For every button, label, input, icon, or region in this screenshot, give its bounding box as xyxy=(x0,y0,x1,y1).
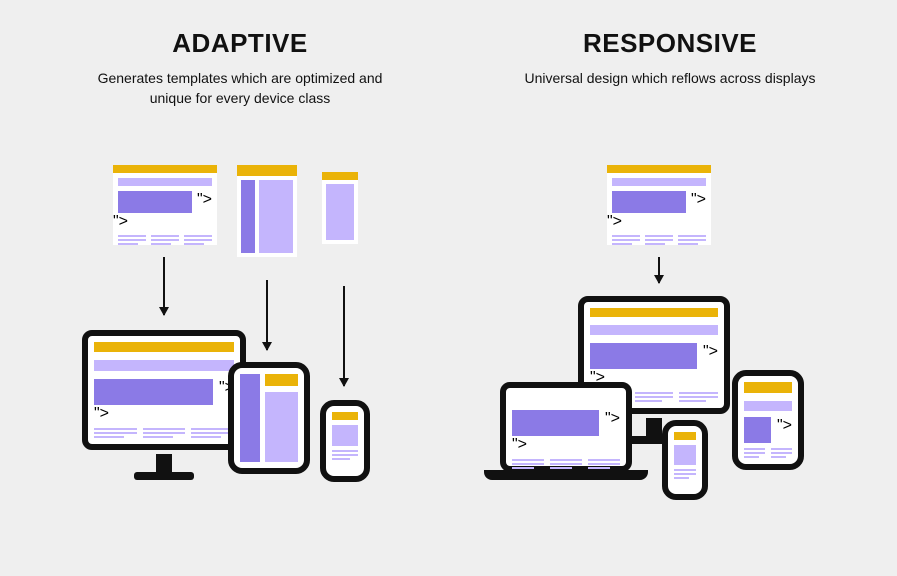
screen xyxy=(674,432,696,488)
desktop-monitor-icon: ">"> xyxy=(82,330,246,450)
phone-icon xyxy=(320,400,370,482)
adaptive-template-mobile xyxy=(322,172,358,244)
responsive-template: ">"> xyxy=(607,165,711,245)
adaptive-template-desktop: ">"> xyxy=(113,165,217,245)
screen: ">"> xyxy=(94,342,234,438)
arrow-icon xyxy=(658,257,660,283)
arrow-icon xyxy=(343,286,345,386)
laptop-icon: ">"> xyxy=(500,382,632,472)
adaptive-template-tablet xyxy=(237,165,297,257)
screen xyxy=(240,374,298,462)
adaptive-title: ADAPTIVE xyxy=(40,28,440,59)
phone-icon xyxy=(662,420,708,500)
screen xyxy=(332,412,358,470)
responsive-subtitle: Universal design which reflows across di… xyxy=(520,69,820,89)
responsive-column: RESPONSIVE Universal design which reflow… xyxy=(470,28,870,89)
tablet-icon: "> xyxy=(732,370,804,470)
adaptive-subtitle: Generates templates which are optimized … xyxy=(90,69,390,108)
screen: "> xyxy=(744,382,792,458)
arrow-icon xyxy=(266,280,268,350)
adaptive-column: ADAPTIVE Generates templates which are o… xyxy=(40,28,440,108)
screen: ">"> xyxy=(512,394,620,460)
tablet-icon xyxy=(228,362,310,474)
arrow-icon xyxy=(163,257,165,315)
responsive-title: RESPONSIVE xyxy=(470,28,870,59)
